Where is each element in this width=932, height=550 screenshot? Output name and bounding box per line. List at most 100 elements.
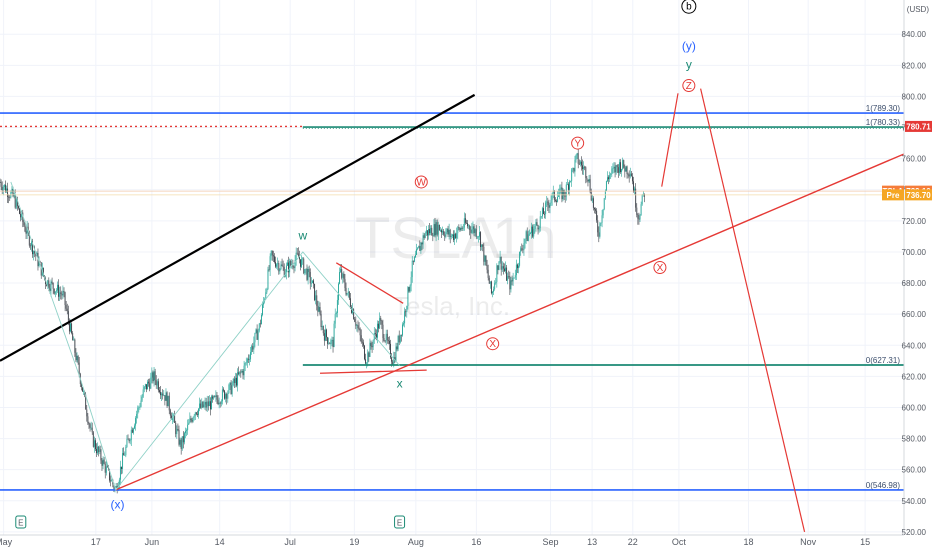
candle-body xyxy=(91,427,93,433)
projection-down[interactable] xyxy=(700,88,806,533)
candle-body xyxy=(524,238,526,243)
candle-body xyxy=(486,265,488,270)
candle-body xyxy=(460,227,462,231)
time-axis[interactable]: May 17 Jun 14 Jul 19 Aug 16 Sep 13 22 Oct 18 Nov 15 xyxy=(0,537,870,547)
candle-body xyxy=(519,251,521,266)
candle-body xyxy=(260,314,262,325)
candle-body xyxy=(204,401,206,405)
candle-body xyxy=(511,280,513,282)
candle-body xyxy=(180,439,182,449)
candle-body xyxy=(25,231,27,234)
candle-body xyxy=(567,184,569,190)
candle-body xyxy=(221,389,223,402)
price-tick-label: 700.00 xyxy=(902,248,927,257)
candle-body xyxy=(237,372,239,386)
candle-body xyxy=(306,268,308,280)
candle-body xyxy=(362,342,364,346)
candle-body xyxy=(549,203,551,208)
candle-body xyxy=(92,432,94,447)
candle-body xyxy=(463,218,465,228)
candle-body xyxy=(55,290,57,292)
candle-body xyxy=(379,318,381,329)
candle-body xyxy=(255,329,257,333)
candle-body xyxy=(482,244,484,247)
candle-body xyxy=(213,395,215,399)
candle-body xyxy=(356,325,358,326)
candle-body xyxy=(298,256,300,260)
candle-body xyxy=(481,244,483,248)
triangle-lower[interactable] xyxy=(319,369,427,374)
candle-body xyxy=(131,429,133,433)
candle-body xyxy=(26,226,28,234)
candle-body xyxy=(58,284,60,297)
tag-red-level-bg xyxy=(905,120,932,132)
candle-body xyxy=(319,307,321,315)
price-axis[interactable]: 520.00 540.00 560.00 580.00 600.00 620.00 640.… xyxy=(902,30,927,537)
candle-body xyxy=(518,265,519,269)
candle-body xyxy=(182,436,184,443)
candle-body xyxy=(448,229,450,235)
time-tick-label: 15 xyxy=(860,537,870,547)
candle-body xyxy=(78,362,80,374)
candle-body xyxy=(12,188,14,197)
currency-label: (USD) xyxy=(907,5,930,14)
candle-body xyxy=(455,233,457,239)
candle-body xyxy=(444,234,446,237)
candle-body xyxy=(394,357,396,362)
candle-body xyxy=(232,378,234,386)
candle-body xyxy=(585,167,587,179)
earnings-icon[interactable] xyxy=(394,515,406,529)
red-trendline[interactable] xyxy=(115,153,905,491)
triangle-upper[interactable] xyxy=(335,262,404,304)
candle-body xyxy=(425,230,427,234)
candle-body xyxy=(479,232,480,237)
candle-body xyxy=(475,229,477,238)
fib-top-1: 1(789.30) xyxy=(866,104,901,113)
candle-body xyxy=(467,223,468,227)
label-x-upper-circle xyxy=(653,261,667,274)
candle-body xyxy=(60,292,62,294)
candle-body xyxy=(155,380,157,386)
candle-body xyxy=(630,173,632,177)
candle-body xyxy=(500,256,502,270)
candle-body xyxy=(513,277,515,279)
candle-body xyxy=(110,480,112,482)
candle-body xyxy=(480,232,482,248)
candle-body xyxy=(68,320,70,332)
candle-body xyxy=(597,220,599,233)
candle-body xyxy=(371,346,373,348)
candle-body xyxy=(307,268,309,280)
zigzag-line[interactable] xyxy=(10,181,400,491)
drawings[interactable] xyxy=(0,88,905,533)
time-tick-label: 18 xyxy=(744,537,754,547)
candle-body xyxy=(72,333,74,341)
candle-body xyxy=(369,342,371,357)
candle-body xyxy=(510,280,512,290)
projection-up[interactable] xyxy=(661,93,679,187)
candle-body xyxy=(165,392,167,401)
candle-body xyxy=(98,446,100,453)
candle-body xyxy=(125,447,127,456)
candle-body xyxy=(16,199,18,207)
candle-body xyxy=(297,253,299,257)
candle-body xyxy=(289,261,291,273)
candle-body xyxy=(464,218,466,223)
candle-body xyxy=(300,259,301,267)
candle-body xyxy=(295,252,297,261)
candle-body xyxy=(234,377,236,384)
candle-body xyxy=(179,439,181,445)
price-tick-label: 580.00 xyxy=(902,435,927,444)
candle-body xyxy=(189,418,191,423)
candle-body xyxy=(109,469,111,481)
candle-body xyxy=(581,161,582,166)
candle-body xyxy=(259,323,261,325)
black-trendline[interactable] xyxy=(0,93,476,362)
candle-body xyxy=(583,166,585,170)
candle-body xyxy=(496,265,498,282)
candle-body xyxy=(515,264,517,276)
earnings-icon[interactable] xyxy=(15,515,27,529)
candle-body xyxy=(87,416,89,424)
candle-body xyxy=(200,403,202,408)
